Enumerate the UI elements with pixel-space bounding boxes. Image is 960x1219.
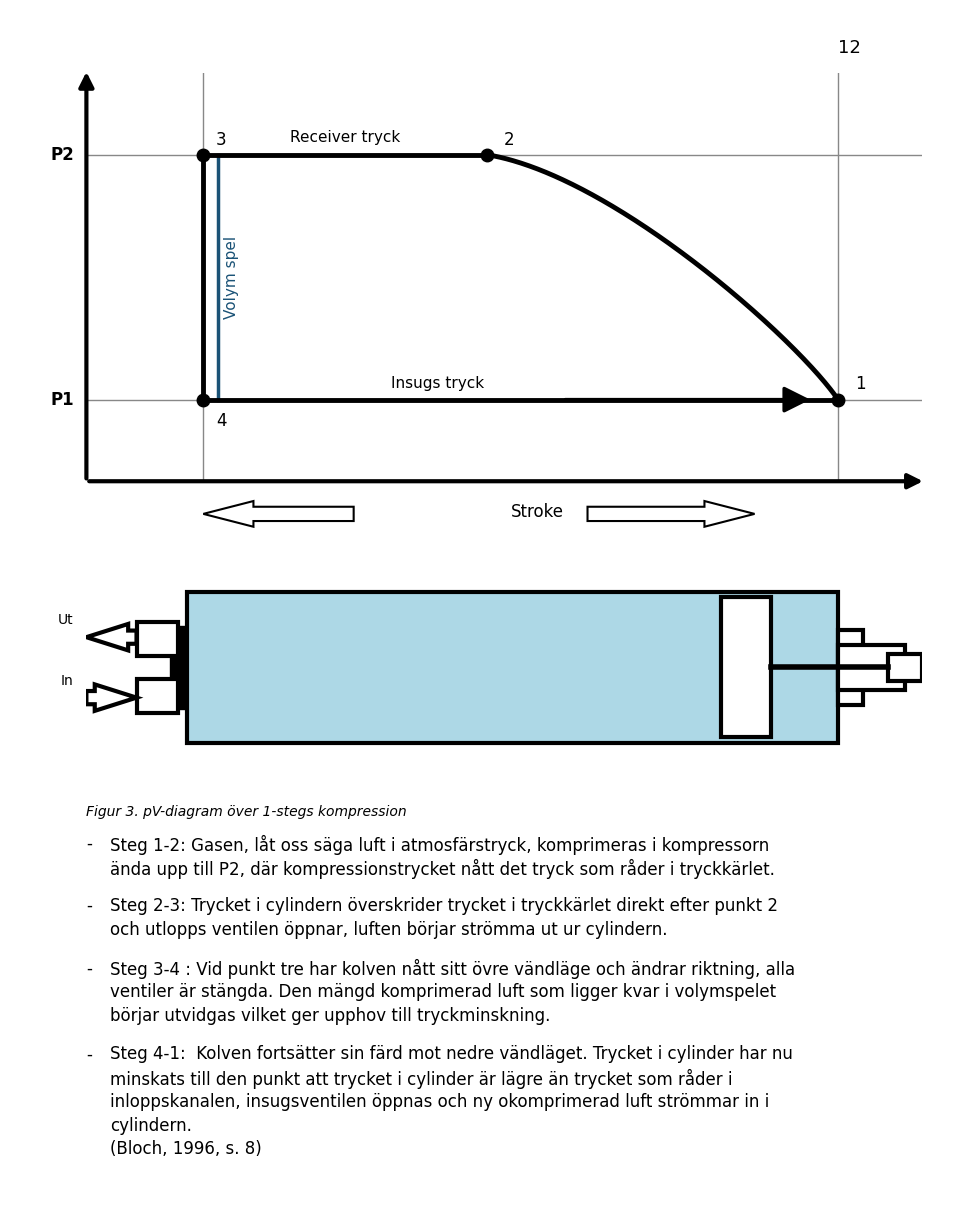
Text: In: In [61, 674, 74, 688]
Text: Figur 3. pV-diagram över 1-stegs kompression: Figur 3. pV-diagram över 1-stegs kompres… [86, 805, 407, 818]
Text: och utlopps ventilen öppnar, luften börjar strömma ut ur cylindern.: och utlopps ventilen öppnar, luften börj… [110, 922, 668, 939]
Text: Ut: Ut [59, 613, 74, 627]
Text: Stroke: Stroke [511, 503, 564, 521]
Text: Steg 1-2: Gasen, låt oss säga luft i atmosfärstryck, komprimeras i kompressorn: Steg 1-2: Gasen, låt oss säga luft i atm… [110, 835, 770, 855]
Polygon shape [86, 624, 136, 651]
Bar [721, 597, 771, 737]
Bar [186, 591, 838, 742]
Polygon shape [588, 501, 755, 527]
Bar [136, 622, 179, 656]
Text: cylindern.: cylindern. [110, 1117, 192, 1135]
Text: Steg 3-4 : Vid punkt tre har kolven nått sitt övre vändläge och ändrar riktning,: Steg 3-4 : Vid punkt tre har kolven nått… [110, 959, 796, 979]
Text: 1: 1 [854, 375, 865, 394]
Polygon shape [204, 501, 353, 527]
Text: 2: 2 [504, 130, 515, 149]
Bar [838, 645, 905, 690]
Text: 4: 4 [216, 412, 227, 430]
Text: (Bloch, 1996, s. 8): (Bloch, 1996, s. 8) [110, 1141, 262, 1158]
Text: Steg 2-3: Trycket i cylindern överskrider trycket i tryckkärlet direkt efter pun: Steg 2-3: Trycket i cylindern överskride… [110, 897, 779, 915]
Text: ända upp till P2, där kompressionstrycket nått det tryck som råder i tryckkärlet: ända upp till P2, där kompressionstrycke… [110, 858, 776, 879]
Text: 12: 12 [838, 39, 861, 57]
Text: -: - [86, 959, 92, 978]
Text: -: - [86, 1046, 92, 1063]
Text: P1: P1 [50, 390, 74, 408]
Text: Steg 4-1:  Kolven fortsätter sin färd mot nedre vändläget. Trycket i cylinder ha: Steg 4-1: Kolven fortsätter sin färd mot… [110, 1046, 793, 1063]
Text: -: - [86, 897, 92, 915]
Bar [136, 679, 179, 713]
Bar [838, 629, 863, 705]
Text: -: - [86, 835, 92, 853]
Text: börjar utvidgas vilket ger upphov till tryckminskning.: börjar utvidgas vilket ger upphov till t… [110, 1007, 551, 1025]
Text: Volym spel: Volym spel [225, 235, 239, 318]
Text: Insugs tryck: Insugs tryck [391, 377, 484, 391]
Text: inloppskanalen, insugsventilen öppnas och ny okomprimerad luft strömmar in i: inloppskanalen, insugsventilen öppnas oc… [110, 1093, 770, 1111]
Text: minskats till den punkt att trycket i cylinder är lägre än trycket som råder i: minskats till den punkt att trycket i cy… [110, 1069, 732, 1089]
Bar [888, 655, 922, 680]
Text: 3: 3 [216, 130, 227, 149]
Polygon shape [86, 684, 136, 711]
Bar [170, 625, 186, 709]
Text: Receiver tryck: Receiver tryck [290, 129, 400, 145]
Text: ventiler är stängda. Den mängd komprimerad luft som ligger kvar i volymspelet: ventiler är stängda. Den mängd komprimer… [110, 983, 777, 1001]
Text: P2: P2 [50, 146, 74, 163]
